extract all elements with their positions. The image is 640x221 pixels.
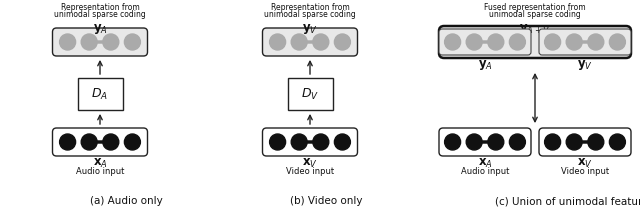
Circle shape	[566, 34, 582, 50]
Bar	[287, 78, 333, 110]
FancyBboxPatch shape	[52, 28, 147, 56]
Circle shape	[103, 134, 119, 150]
Text: Representation from: Representation from	[271, 3, 349, 12]
Circle shape	[307, 41, 309, 43]
Circle shape	[582, 41, 584, 43]
Text: $D_V$: $D_V$	[301, 86, 319, 102]
FancyBboxPatch shape	[539, 29, 631, 55]
Circle shape	[486, 41, 488, 43]
Circle shape	[313, 34, 329, 50]
Circle shape	[309, 41, 311, 43]
Circle shape	[291, 34, 307, 50]
Circle shape	[582, 141, 584, 143]
Text: $\mathbf{x}_V$: $\mathbf{x}_V$	[577, 157, 593, 170]
Text: $\mathbf{x}_A$: $\mathbf{x}_A$	[477, 157, 492, 170]
Circle shape	[588, 134, 604, 150]
Circle shape	[313, 134, 329, 150]
Text: Audio input: Audio input	[76, 167, 124, 176]
Circle shape	[609, 34, 625, 50]
Circle shape	[588, 34, 604, 50]
Text: $\mathbf{y}_A$: $\mathbf{y}_A$	[477, 58, 492, 72]
Circle shape	[484, 141, 486, 143]
Text: (a) Audio only: (a) Audio only	[90, 196, 163, 206]
Circle shape	[309, 141, 311, 143]
FancyBboxPatch shape	[262, 128, 358, 156]
Circle shape	[99, 41, 101, 43]
FancyBboxPatch shape	[439, 26, 631, 58]
Circle shape	[509, 134, 525, 150]
Circle shape	[97, 141, 99, 143]
Circle shape	[124, 34, 140, 50]
Text: $D_A$: $D_A$	[92, 86, 109, 102]
Bar	[77, 78, 122, 110]
Circle shape	[103, 34, 119, 50]
Text: unimodal sparse coding: unimodal sparse coding	[489, 10, 581, 19]
Circle shape	[307, 141, 309, 143]
Circle shape	[99, 141, 101, 143]
Circle shape	[545, 134, 561, 150]
Circle shape	[334, 34, 351, 50]
Circle shape	[60, 134, 76, 150]
Circle shape	[124, 134, 140, 150]
Circle shape	[269, 34, 285, 50]
Text: $\mathbf{y}_V$: $\mathbf{y}_V$	[577, 58, 593, 72]
Circle shape	[97, 41, 99, 43]
Circle shape	[445, 34, 461, 50]
Text: Representation from: Representation from	[61, 3, 140, 12]
FancyBboxPatch shape	[52, 128, 147, 156]
Circle shape	[509, 34, 525, 50]
Circle shape	[445, 134, 461, 150]
Text: Audio input: Audio input	[461, 167, 509, 176]
Circle shape	[269, 134, 285, 150]
Circle shape	[609, 134, 625, 150]
Circle shape	[100, 141, 103, 143]
FancyBboxPatch shape	[439, 128, 531, 156]
Circle shape	[488, 34, 504, 50]
Text: unimodal sparse coding: unimodal sparse coding	[264, 10, 356, 19]
Circle shape	[81, 134, 97, 150]
Circle shape	[100, 41, 103, 43]
Circle shape	[566, 134, 582, 150]
Circle shape	[81, 34, 97, 50]
Circle shape	[584, 141, 586, 143]
Text: $\mathbf{y}_{A+V}$: $\mathbf{y}_{A+V}$	[519, 22, 551, 36]
FancyBboxPatch shape	[262, 28, 358, 56]
Text: $\mathbf{y}_A$: $\mathbf{y}_A$	[93, 22, 108, 36]
FancyBboxPatch shape	[439, 29, 531, 55]
Text: Video input: Video input	[561, 167, 609, 176]
Circle shape	[310, 141, 313, 143]
Circle shape	[545, 34, 561, 50]
Text: Video input: Video input	[286, 167, 334, 176]
Circle shape	[486, 141, 488, 143]
Circle shape	[60, 34, 76, 50]
Circle shape	[482, 41, 484, 43]
Text: $\mathbf{y}_V$: $\mathbf{y}_V$	[302, 22, 318, 36]
Text: unimodal sparse coding: unimodal sparse coding	[54, 10, 146, 19]
Text: (b) Video only: (b) Video only	[290, 196, 362, 206]
Circle shape	[310, 41, 313, 43]
Circle shape	[466, 34, 482, 50]
Circle shape	[586, 141, 588, 143]
Text: $\mathbf{x}_V$: $\mathbf{x}_V$	[302, 157, 318, 170]
Circle shape	[488, 134, 504, 150]
Circle shape	[484, 41, 486, 43]
Circle shape	[482, 141, 484, 143]
Circle shape	[586, 41, 588, 43]
Text: (c) Union of unimodal features: (c) Union of unimodal features	[495, 196, 640, 206]
Circle shape	[466, 134, 482, 150]
Circle shape	[291, 134, 307, 150]
Text: $\mathbf{x}_A$: $\mathbf{x}_A$	[93, 157, 108, 170]
Circle shape	[334, 134, 351, 150]
Circle shape	[584, 41, 586, 43]
Text: Fused representation from: Fused representation from	[484, 3, 586, 12]
FancyBboxPatch shape	[539, 128, 631, 156]
